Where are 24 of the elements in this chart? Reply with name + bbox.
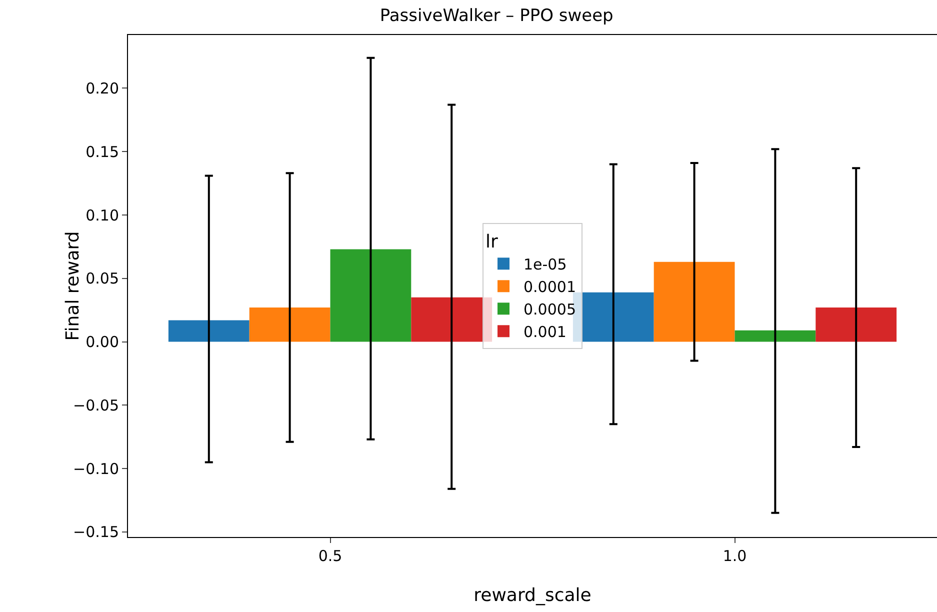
bar [168, 320, 250, 342]
y-tick-label: 0.05 [86, 270, 119, 288]
legend-label: 0.0001 [524, 278, 576, 296]
y-tick-label: 0.15 [86, 142, 119, 161]
bar [249, 308, 330, 342]
bar [330, 249, 412, 342]
legend-label: 0.001 [524, 323, 566, 341]
legend-label: 0.0005 [524, 300, 576, 318]
bar [654, 262, 735, 342]
legend-label: 1e-05 [524, 256, 567, 274]
y-tick-label: 0.20 [86, 79, 119, 98]
y-tick-label: 0.00 [86, 333, 119, 352]
bar [734, 330, 816, 342]
y-tick-label: −0.15 [73, 523, 119, 542]
x-axis-title: reward_scale [474, 585, 592, 606]
legend-title: lr [486, 231, 498, 252]
bar [816, 308, 897, 342]
y-tick-label: −0.05 [73, 396, 119, 414]
y-axis-title: Final reward [62, 231, 84, 341]
y-tick-label: −0.10 [73, 460, 119, 478]
chart-title: PassiveWalker – PPO sweep [380, 6, 614, 26]
y-tick-label: 0.10 [86, 206, 119, 224]
x-tick-label: 1.0 [722, 547, 747, 565]
x-tick-label: 0.5 [318, 547, 342, 565]
